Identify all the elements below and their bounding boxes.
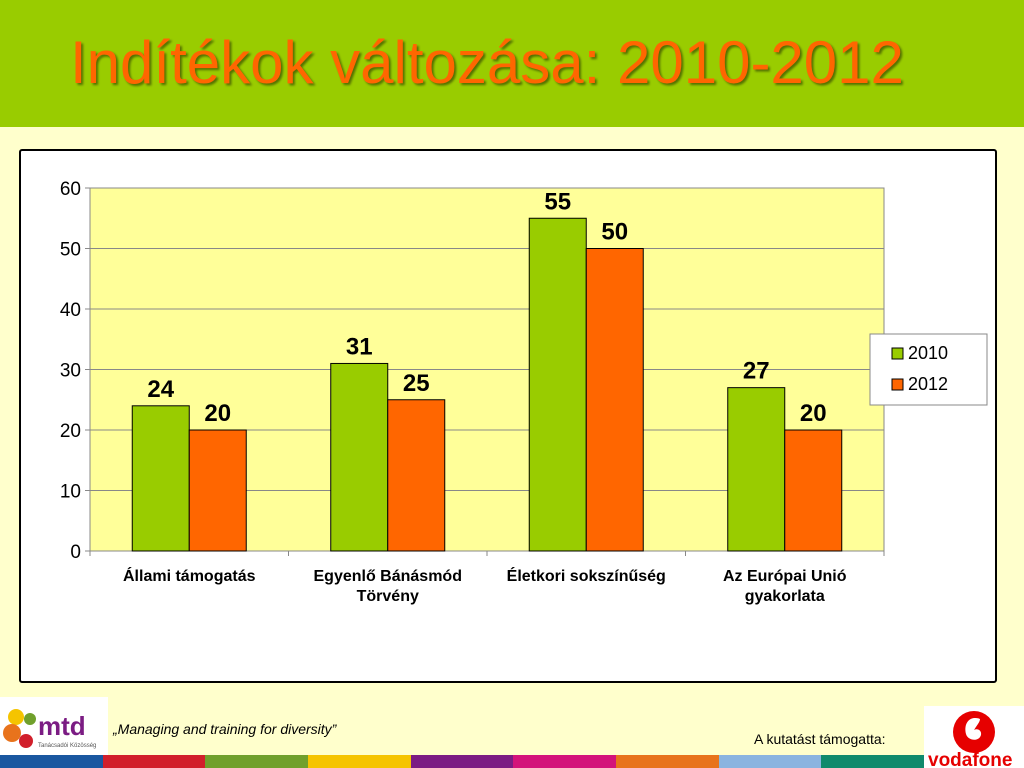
data-label: 20	[204, 400, 231, 427]
data-label: 27	[743, 358, 770, 385]
x-tick-label: Egyenlő Bánásmód	[314, 568, 462, 585]
y-tick-label: 30	[60, 361, 81, 382]
bar	[585, 248, 644, 552]
legend	[869, 333, 988, 406]
strip-segment	[513, 755, 617, 768]
y-tick-label: 10	[60, 482, 81, 503]
strip-segment	[821, 755, 925, 768]
bar-chart: 0 10 20 30 40 50 60 24 20 Állami támogatás 31 25 Egy…	[60, 179, 988, 605]
data-label: 20	[800, 400, 827, 427]
x-tick-label: gyakorlata	[745, 588, 825, 605]
mtd-logo-subtext: Tanácsadói Közösség	[38, 743, 96, 749]
data-label: 31	[346, 333, 373, 360]
bar	[784, 429, 843, 552]
slogan: „Managing and training for diversity”	[113, 721, 337, 737]
bar	[330, 362, 389, 552]
y-tick-label: 20	[60, 421, 81, 442]
legend-swatch	[891, 347, 904, 360]
mtd-logo: mtd Tanácsadói Közösség	[0, 697, 108, 755]
strip-segment	[616, 755, 719, 768]
data-label: 25	[403, 370, 430, 397]
strip-segment	[410, 755, 514, 768]
legend-label: 2010	[908, 343, 948, 363]
bar	[131, 405, 190, 552]
x-tick-label: Életkori sokszínűség	[507, 566, 666, 585]
bar	[188, 429, 247, 552]
data-label: 55	[544, 188, 571, 215]
strip-segment	[0, 755, 103, 768]
x-tick-label: Az Európai Unió	[723, 568, 847, 585]
strip-segment	[308, 755, 411, 768]
vodafone-logo: vodafone	[924, 706, 1024, 768]
legend-label: 2012	[908, 374, 948, 394]
chart-frame: 0 10 20 30 40 50 60 24 20 Állami támogatás 31 25 Egy…	[19, 149, 997, 683]
bar	[727, 387, 786, 552]
data-label: 50	[601, 219, 628, 246]
y-tick-label: 40	[60, 300, 81, 321]
data-label: 24	[147, 376, 174, 403]
vodafone-logo-text: vodafone	[928, 750, 1013, 768]
legend-swatch	[891, 378, 904, 391]
footer-color-strip	[0, 755, 925, 768]
strip-segment	[102, 755, 206, 768]
x-tick-label: Állami támogatás	[123, 566, 256, 585]
strip-segment	[718, 755, 822, 768]
x-tick-label: Törvény	[357, 588, 419, 605]
bar	[528, 217, 587, 552]
title-bar: Indítékok változása: 2010-2012	[0, 0, 1024, 127]
y-tick-label: 50	[60, 240, 81, 261]
y-tick-label: 0	[70, 542, 81, 563]
strip-segment	[205, 755, 309, 768]
slide-title: Indítékok változása: 2010-2012	[70, 29, 904, 96]
y-tick-label: 60	[60, 179, 81, 200]
support-label: A kutatást támogatta:	[754, 731, 886, 747]
bar	[387, 399, 446, 552]
mtd-logo-text: mtd	[38, 711, 86, 741]
